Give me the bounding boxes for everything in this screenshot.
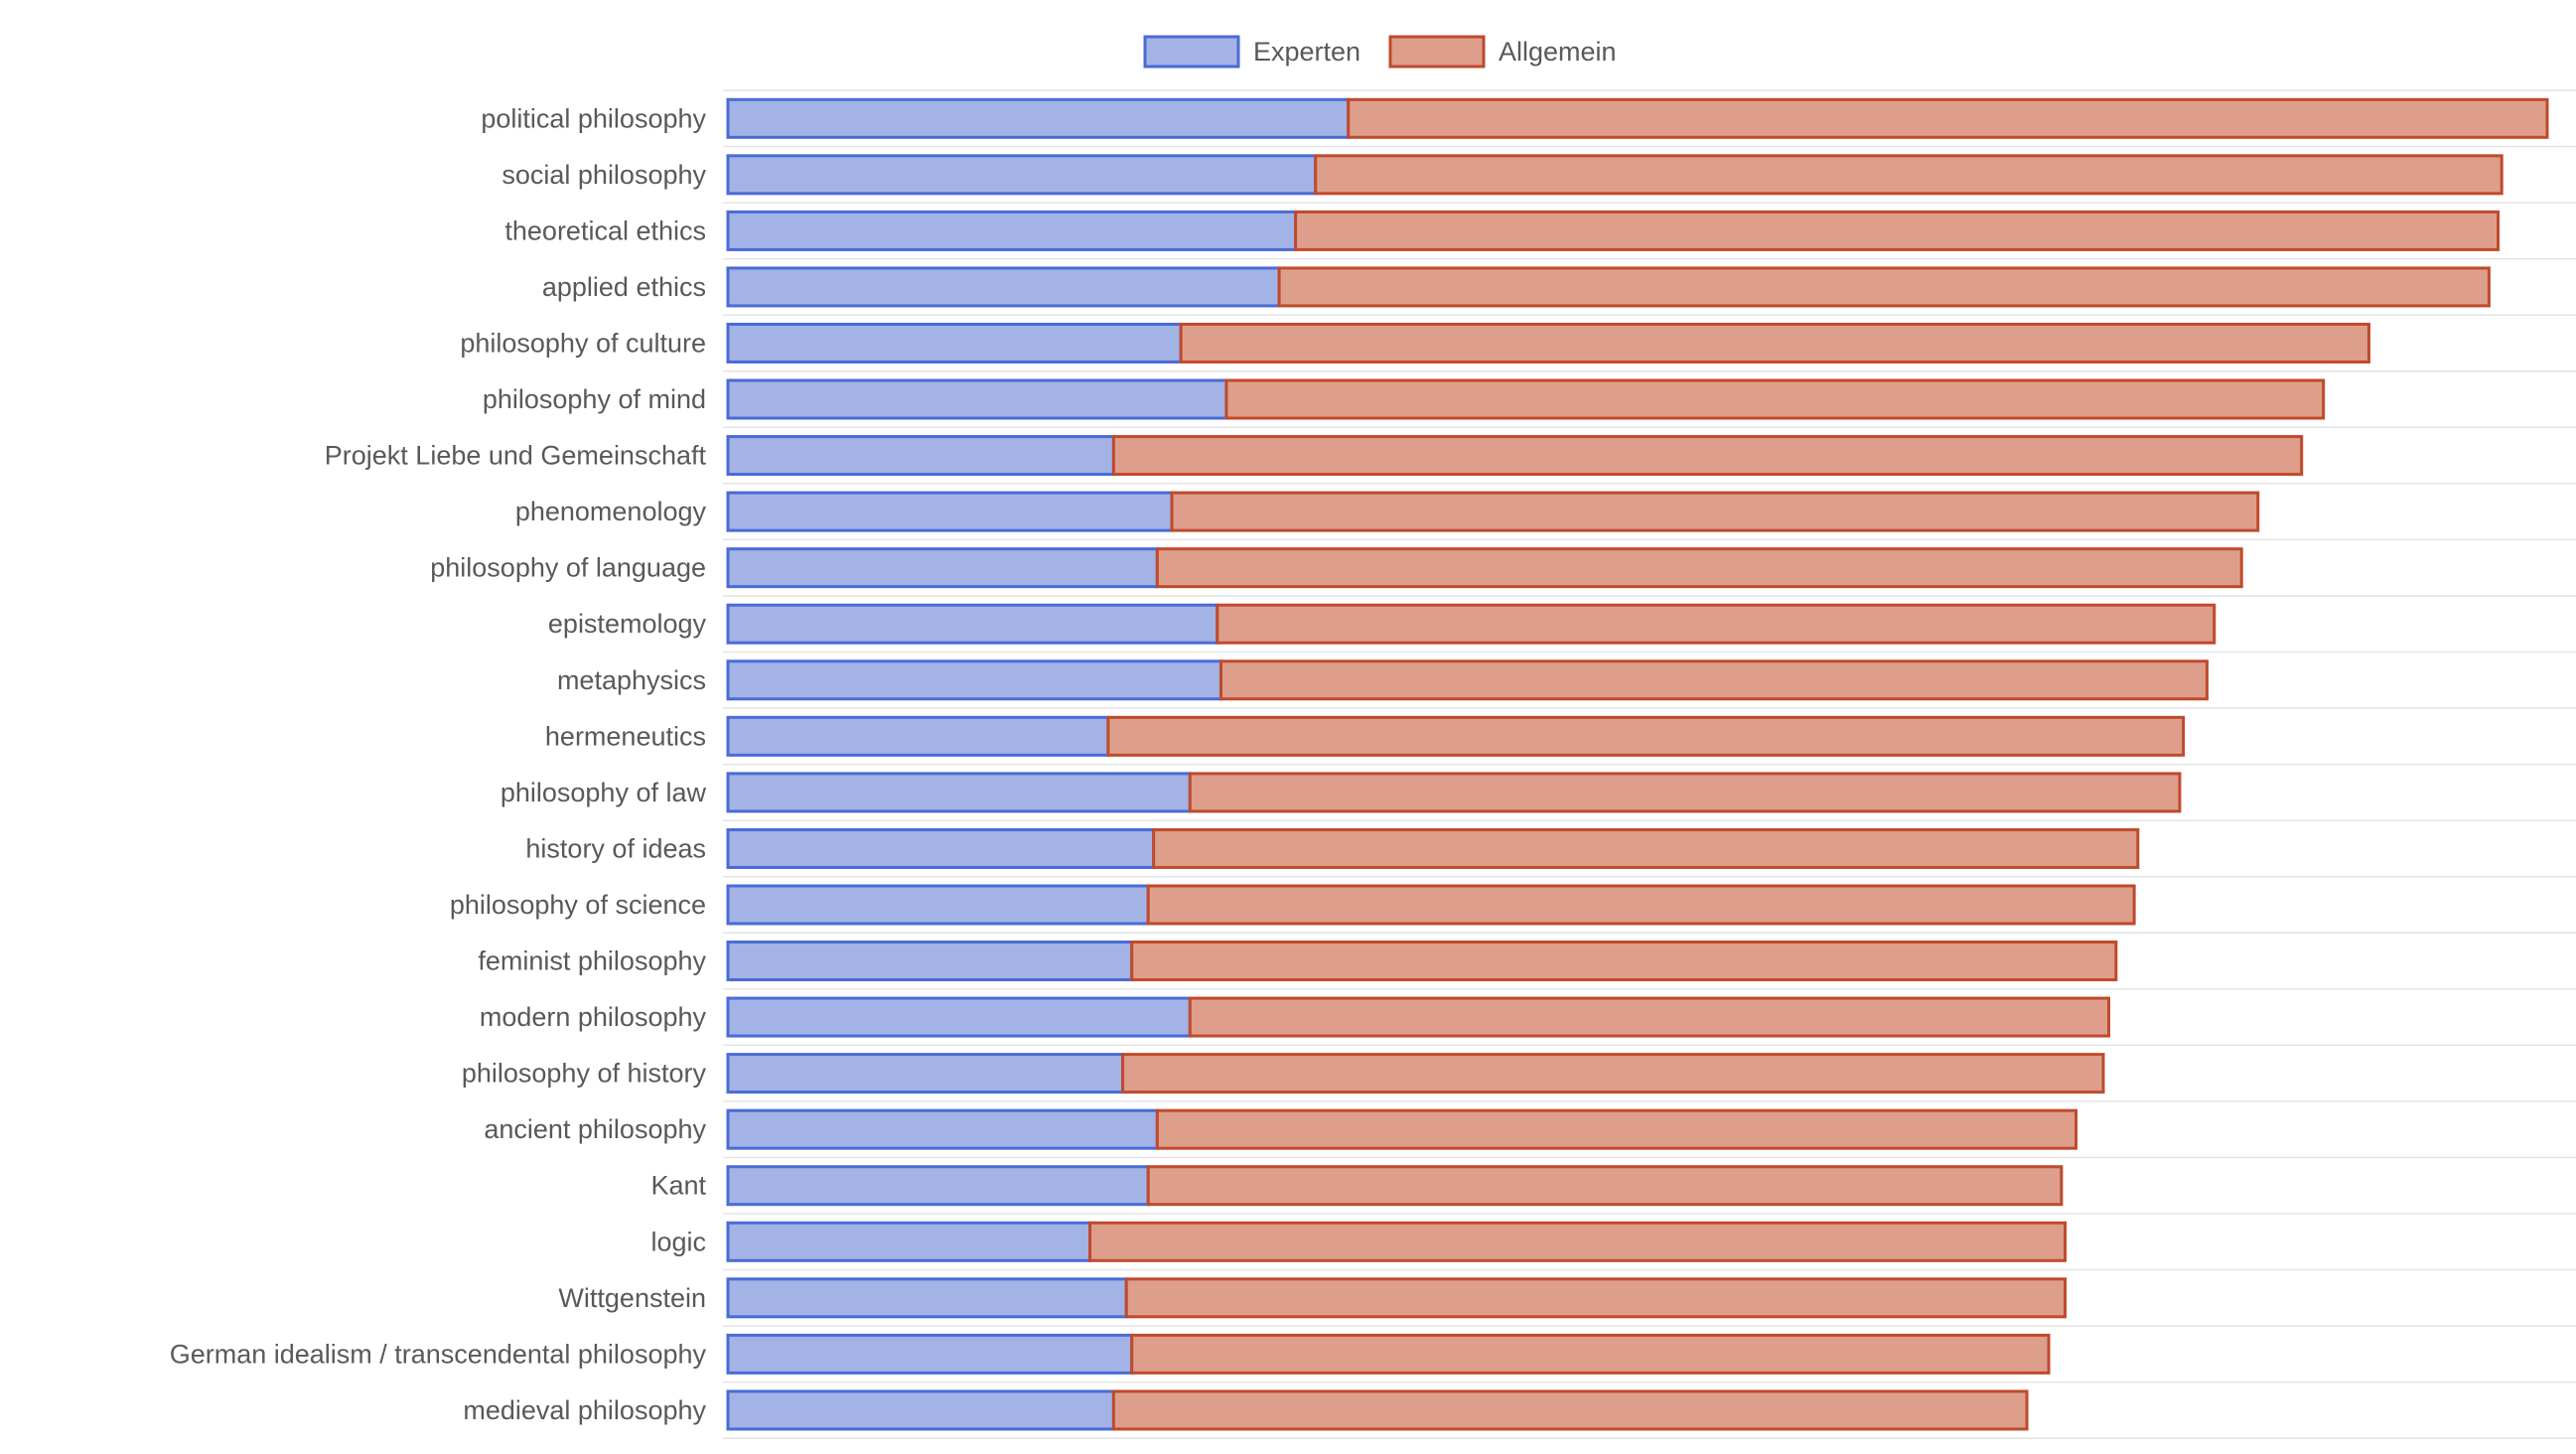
bar-allgemein-medieval-philosophy (1111, 1389, 2029, 1431)
bar-allgemein-philosophy-of-law (1188, 772, 2182, 813)
bar-allgemein-theoretical-ethics (1294, 210, 2501, 251)
category-label-metaphysics: metaphysics (557, 665, 706, 695)
bar-allgemein-ancient-philosophy (1155, 1108, 2078, 1150)
category-label-political-philosophy: political philosophy (481, 103, 706, 133)
bar-experten-hermeneutics (726, 715, 1110, 757)
bar-allgemein-phenomenology (1170, 491, 2260, 532)
bar-experten-wittgenstein (726, 1277, 1128, 1319)
bar-experten-history-of-ideas (726, 827, 1156, 869)
bar-experten-political-philosophy (726, 97, 1351, 139)
legend-swatch-experten (1143, 35, 1240, 69)
bar-allgemein-philosophy-of-mind (1224, 378, 2326, 420)
bar-experten-applied-ethics (726, 266, 1281, 308)
bar-experten-phenomenology (726, 491, 1174, 532)
category-label-projekt-liebe-und-gemeinschaft: Projekt Liebe und Gemeinschaft (325, 441, 707, 471)
bar-experten-theoretical-ethics (726, 210, 1298, 251)
bar-allgemein-social-philosophy (1314, 154, 2504, 196)
category-label-philosophy-of-history: philosophy of history (462, 1059, 707, 1089)
category-label-wittgenstein: Wittgenstein (558, 1283, 706, 1313)
bar-experten-projekt-liebe-und-gemeinschaft (726, 435, 1115, 477)
bar-allgemein-philosophy-of-culture (1179, 322, 2370, 364)
category-label-feminist-philosophy: feminist philosophy (478, 946, 706, 976)
bar-allgemein-modern-philosophy (1188, 996, 2110, 1038)
bar-allgemein-kant (1146, 1165, 2064, 1207)
chart-legend: Experten Allgemein (1143, 35, 1617, 69)
bar-allgemein-feminist-philosophy (1130, 941, 2118, 982)
category-label-applied-ethics: applied ethics (542, 272, 706, 302)
bar-allgemein-political-philosophy (1347, 97, 2549, 139)
category-label-history-of-ideas: history of ideas (525, 833, 706, 863)
bar-experten-feminist-philosophy (726, 941, 1134, 982)
bar-experten-philosophy-of-history (726, 1053, 1125, 1094)
bar-experten-kant (726, 1165, 1150, 1207)
bar-experten-philosophy-of-law (726, 772, 1192, 813)
bar-allgemein-metaphysics (1218, 659, 2209, 701)
bar-allgemein-applied-ethics (1277, 266, 2491, 308)
category-label-logic: logic (650, 1227, 706, 1256)
legend-swatch-allgemein (1388, 35, 1486, 69)
bar-experten-logic (726, 1221, 1092, 1262)
category-label-hermeneutics: hermeneutics (545, 721, 706, 751)
bar-experten-ancient-philosophy (726, 1108, 1159, 1150)
bar-experten-german-idealism-transcendental-philosophy (726, 1333, 1134, 1375)
bar-experten-philosophy-of-mind (726, 378, 1228, 420)
bar-allgemein-philosophy-of-language (1155, 547, 2243, 589)
category-label-philosophy-of-science: philosophy of science (450, 890, 706, 920)
bar-experten-philosophy-of-language (726, 547, 1159, 589)
bar-experten-medieval-philosophy (726, 1389, 1115, 1431)
bar-allgemein-philosophy-of-science (1146, 884, 2136, 926)
category-label-medieval-philosophy: medieval philosophy (463, 1395, 706, 1425)
bar-experten-philosophy-of-culture (726, 322, 1183, 364)
legend-label-allgemein: Allgemein (1499, 37, 1617, 67)
category-label-german-idealism-transcendental-philosophy: German idealism / transcendental philoso… (170, 1339, 707, 1369)
bar-allgemein-philosophy-of-history (1121, 1053, 2105, 1094)
category-label-philosophy-of-culture: philosophy of culture (460, 328, 706, 358)
bar-experten-modern-philosophy (726, 996, 1192, 1038)
bar-allgemein-german-idealism-transcendental-philosophy (1130, 1333, 2051, 1375)
bar-experten-philosophy-of-science (726, 884, 1150, 926)
bar-experten-metaphysics (726, 659, 1222, 701)
category-label-kant: Kant (650, 1171, 706, 1201)
category-label-theoretical-ethics: theoretical ethics (504, 216, 706, 245)
category-labels: political philosophy social philosophy the… (170, 103, 707, 1425)
bars-group (726, 97, 2549, 1431)
category-label-philosophy-of-law: philosophy of law (501, 778, 707, 807)
gridlines (723, 89, 2576, 1439)
bar-allgemein-history-of-ideas (1152, 827, 2140, 869)
bar-allgemein-hermeneutics (1106, 715, 2186, 757)
bar-allgemein-logic (1088, 1221, 2068, 1262)
category-label-ancient-philosophy: ancient philosophy (484, 1114, 706, 1144)
category-label-social-philosophy: social philosophy (501, 160, 706, 190)
category-label-modern-philosophy: modern philosophy (480, 1002, 707, 1032)
bar-experten-epistemology (726, 603, 1219, 645)
category-label-philosophy-of-mind: philosophy of mind (483, 384, 706, 414)
category-label-epistemology: epistemology (548, 609, 707, 639)
category-label-philosophy-of-language: philosophy of language (430, 553, 706, 583)
bar-allgemein-epistemology (1216, 603, 2217, 645)
bar-allgemein-wittgenstein (1124, 1277, 2068, 1319)
bar-allgemein-projekt-liebe-und-gemeinschaft (1111, 435, 2304, 477)
bar-experten-social-philosophy (726, 154, 1318, 196)
category-label-phenomenology: phenomenology (515, 497, 707, 526)
legend-label-experten: Experten (1253, 37, 1360, 67)
